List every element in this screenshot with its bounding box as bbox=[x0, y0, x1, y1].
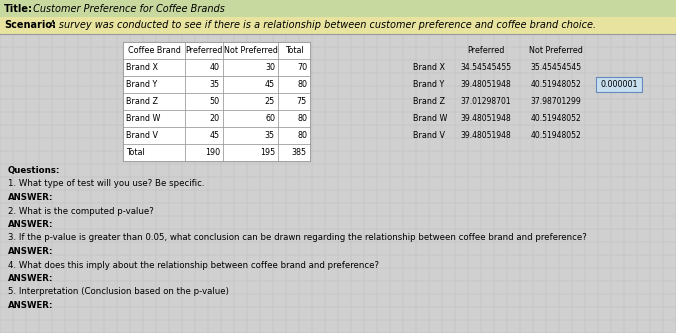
Text: Brand V: Brand V bbox=[413, 131, 445, 140]
Text: ANSWER:: ANSWER: bbox=[8, 220, 53, 229]
Text: 37.98701299: 37.98701299 bbox=[531, 97, 581, 106]
Bar bbox=[278, 144, 310, 161]
Bar bbox=[185, 110, 223, 127]
Text: 37.01298701: 37.01298701 bbox=[460, 97, 511, 106]
Text: ANSWER:: ANSWER: bbox=[8, 301, 53, 310]
Text: Brand W: Brand W bbox=[126, 114, 160, 123]
Bar bbox=[123, 110, 185, 127]
Bar bbox=[278, 76, 310, 93]
Bar bbox=[185, 76, 223, 93]
Text: 75: 75 bbox=[297, 97, 307, 106]
Text: ANSWER:: ANSWER: bbox=[8, 274, 53, 283]
Text: 39.48051948: 39.48051948 bbox=[460, 80, 511, 89]
Text: Total: Total bbox=[285, 46, 304, 55]
Text: 39.48051948: 39.48051948 bbox=[460, 131, 511, 140]
Text: 50: 50 bbox=[210, 97, 220, 106]
Bar bbox=[596, 77, 642, 92]
Bar bbox=[185, 127, 223, 144]
Text: 70: 70 bbox=[297, 63, 307, 72]
Text: Not Preferred: Not Preferred bbox=[224, 46, 277, 55]
Bar bbox=[223, 144, 278, 161]
Text: Total: Total bbox=[126, 148, 145, 157]
Text: Brand Y: Brand Y bbox=[126, 80, 158, 89]
Text: 0.000001: 0.000001 bbox=[600, 80, 637, 89]
Bar bbox=[0, 17, 676, 34]
Text: Preferred: Preferred bbox=[185, 46, 222, 55]
Bar bbox=[185, 93, 223, 110]
Bar bbox=[185, 144, 223, 161]
Bar bbox=[123, 144, 185, 161]
Bar bbox=[278, 93, 310, 110]
Text: 30: 30 bbox=[265, 63, 275, 72]
Text: 40.51948052: 40.51948052 bbox=[531, 80, 581, 89]
Text: 60: 60 bbox=[265, 114, 275, 123]
Text: 40: 40 bbox=[210, 63, 220, 72]
Text: Brand X: Brand X bbox=[413, 63, 445, 72]
Bar bbox=[123, 59, 185, 76]
Text: 35: 35 bbox=[265, 131, 275, 140]
Text: 385: 385 bbox=[292, 148, 307, 157]
Text: 2. What is the computed p‐value?: 2. What is the computed p‐value? bbox=[8, 206, 153, 215]
Text: Brand Z: Brand Z bbox=[413, 97, 445, 106]
Text: 80: 80 bbox=[297, 114, 307, 123]
Bar bbox=[278, 127, 310, 144]
Bar bbox=[278, 110, 310, 127]
Text: Brand Z: Brand Z bbox=[126, 97, 158, 106]
Text: A survey was conducted to see if there is a relationship between customer prefer: A survey was conducted to see if there i… bbox=[46, 21, 596, 31]
Bar bbox=[123, 42, 185, 59]
Text: ANSWER:: ANSWER: bbox=[8, 193, 53, 202]
Text: 34.54545455: 34.54545455 bbox=[460, 63, 512, 72]
Text: Brand Y: Brand Y bbox=[413, 80, 444, 89]
Bar bbox=[278, 59, 310, 76]
Text: 45: 45 bbox=[265, 80, 275, 89]
Text: 80: 80 bbox=[297, 80, 307, 89]
Text: Preferred: Preferred bbox=[467, 46, 505, 55]
Bar bbox=[185, 42, 223, 59]
Text: 3. If the p‐value is greater than 0.05, what conclusion can be drawn regarding t: 3. If the p‐value is greater than 0.05, … bbox=[8, 233, 587, 242]
Bar bbox=[223, 93, 278, 110]
Text: 5. Interpretation (Conclusion based on the p‐value): 5. Interpretation (Conclusion based on t… bbox=[8, 287, 229, 296]
Bar bbox=[278, 42, 310, 59]
Bar bbox=[223, 127, 278, 144]
Bar bbox=[123, 42, 310, 161]
Text: 190: 190 bbox=[205, 148, 220, 157]
Text: Coffee Brand: Coffee Brand bbox=[128, 46, 180, 55]
Text: 35: 35 bbox=[210, 80, 220, 89]
Text: Not Preferred: Not Preferred bbox=[529, 46, 583, 55]
Text: Questions:: Questions: bbox=[8, 166, 60, 175]
Text: 25: 25 bbox=[265, 97, 275, 106]
Text: 40.51948052: 40.51948052 bbox=[531, 131, 581, 140]
Bar bbox=[123, 127, 185, 144]
Bar bbox=[223, 59, 278, 76]
Bar bbox=[223, 76, 278, 93]
Bar bbox=[185, 59, 223, 76]
Text: Customer Preference for Coffee Brands: Customer Preference for Coffee Brands bbox=[30, 4, 225, 14]
Text: Brand X: Brand X bbox=[126, 63, 158, 72]
Text: ANSWER:: ANSWER: bbox=[8, 247, 53, 256]
Text: Brand V: Brand V bbox=[126, 131, 158, 140]
Text: 4. What does this imply about the relationship between coffee brand and preferen: 4. What does this imply about the relati… bbox=[8, 260, 379, 269]
Bar bbox=[0, 0, 676, 17]
Bar bbox=[223, 110, 278, 127]
Text: Brand W: Brand W bbox=[413, 114, 448, 123]
Bar bbox=[223, 42, 278, 59]
Text: 40.51948052: 40.51948052 bbox=[531, 114, 581, 123]
Text: 45: 45 bbox=[210, 131, 220, 140]
Text: Scenario:: Scenario: bbox=[4, 21, 56, 31]
Text: 39.48051948: 39.48051948 bbox=[460, 114, 511, 123]
Text: Title:: Title: bbox=[4, 4, 33, 14]
Bar bbox=[123, 93, 185, 110]
Text: 1. What type of test will you use? Be specific.: 1. What type of test will you use? Be sp… bbox=[8, 179, 205, 188]
Text: 195: 195 bbox=[260, 148, 275, 157]
Text: 80: 80 bbox=[297, 131, 307, 140]
Bar bbox=[123, 76, 185, 93]
Text: 20: 20 bbox=[210, 114, 220, 123]
Text: 35.45454545: 35.45454545 bbox=[531, 63, 581, 72]
